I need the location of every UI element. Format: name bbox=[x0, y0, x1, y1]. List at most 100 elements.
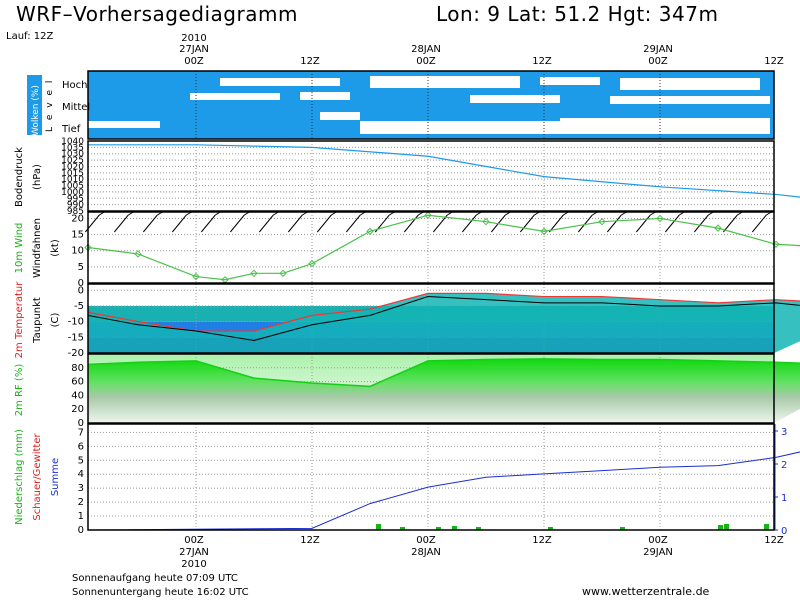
time-label-bottom-4: 12Z bbox=[532, 535, 552, 546]
time-label-bottom-6: 12Z bbox=[764, 535, 784, 546]
wind-point-7 bbox=[366, 227, 374, 236]
time-label-bottom-3: 00Z bbox=[416, 535, 436, 546]
cloud-label-box bbox=[27, 75, 42, 135]
pressure-tick-11: 985 bbox=[67, 207, 84, 217]
precip-tick-3: 3 bbox=[78, 483, 84, 494]
temp-tick-1: -5 bbox=[74, 301, 84, 312]
windfahnen-label: Windfahnen bbox=[32, 218, 43, 278]
precip-bar-9 bbox=[764, 524, 769, 530]
cloud-gap-10 bbox=[360, 121, 560, 134]
pressure-panel-frame bbox=[87, 140, 775, 212]
precip-sum-tick-1: 1 bbox=[781, 493, 787, 504]
clouds-panel-frame bbox=[87, 70, 775, 140]
temp-unit-label: (C) bbox=[50, 313, 61, 328]
cloud-level-mid: Mittel bbox=[62, 102, 90, 113]
wind-barb bbox=[664, 214, 680, 233]
cloud-gap-7 bbox=[610, 96, 770, 104]
pressure-tick-9: 995 bbox=[67, 194, 84, 204]
rh-tick-4: 0 bbox=[78, 418, 84, 429]
date-label-top-2: 28JAN bbox=[411, 44, 441, 55]
rh-panel-frame bbox=[87, 353, 775, 424]
rh-tick-1: 60 bbox=[71, 377, 84, 388]
precip-sum-tick-2: 2 bbox=[781, 460, 787, 471]
time-label-top-5: 00Z bbox=[648, 56, 668, 67]
precip-bar-0 bbox=[376, 524, 381, 530]
rh-area bbox=[88, 358, 800, 423]
cloud-gap-9 bbox=[320, 112, 360, 120]
rh-line bbox=[87, 358, 800, 388]
sunrise-info: Sonnenaufgang heute 07:09 UTC bbox=[72, 573, 238, 584]
temp-tick-2: -10 bbox=[68, 317, 84, 328]
wind-barb bbox=[113, 214, 129, 233]
wind-barb bbox=[345, 214, 361, 233]
dewpoint-axis-label: Taupunkt bbox=[32, 297, 43, 344]
wind-barb bbox=[258, 214, 274, 233]
wind-barb bbox=[751, 214, 767, 233]
time-label-bottom-1: 00Z bbox=[184, 535, 204, 546]
wind-point-13 bbox=[714, 224, 722, 232]
wind-point-11 bbox=[598, 217, 606, 226]
time-label-top-1: 00Z bbox=[184, 56, 204, 67]
run-label: Lauf: 12Z bbox=[6, 31, 54, 42]
year-label-bottom: 2010 bbox=[181, 559, 207, 570]
cloud-gap-1 bbox=[370, 76, 520, 88]
precip-tick-6: 6 bbox=[78, 441, 84, 452]
date-label-top-1: 27JAN bbox=[179, 44, 209, 55]
wind-panel-frame bbox=[87, 211, 775, 284]
precip-tick-2: 2 bbox=[78, 497, 84, 508]
wind-barb bbox=[403, 214, 419, 233]
precip-bar-7 bbox=[718, 525, 723, 530]
wind-barb bbox=[171, 214, 187, 233]
precip-tick-7: 7 bbox=[78, 427, 84, 438]
temperature-area bbox=[88, 293, 800, 353]
temp-tick-4: -20 bbox=[68, 348, 84, 359]
wind-barb bbox=[142, 214, 158, 233]
date-label-bottom-3: 29JAN bbox=[643, 547, 673, 558]
wind-barb bbox=[548, 214, 564, 233]
wind-axis-label: 10m Wind bbox=[14, 223, 25, 274]
precip-sum-tick-0: 0 bbox=[781, 526, 787, 537]
time-label-bottom-5: 00Z bbox=[648, 535, 668, 546]
wind-point-8 bbox=[424, 211, 432, 219]
wind-line bbox=[87, 214, 800, 281]
pressure-line bbox=[88, 144, 800, 198]
precip-bar-1 bbox=[400, 527, 405, 530]
wind-barb bbox=[693, 214, 709, 233]
cloud-gap-8 bbox=[88, 121, 160, 128]
wind-tick-1: 5 bbox=[78, 262, 84, 273]
pressure-tick-10: 990 bbox=[67, 201, 84, 211]
website-label[interactable]: www.wetterzentrale.de bbox=[582, 585, 710, 598]
temperature-line bbox=[87, 292, 800, 332]
pressure-tick-6: 1010 bbox=[61, 175, 84, 185]
precip-axis-label: Niederschlag (mm) bbox=[14, 429, 25, 525]
precip-tick-5: 5 bbox=[78, 455, 84, 466]
date-label-bottom-1: 27JAN bbox=[179, 547, 209, 558]
location-info: Lon: 9 Lat: 51.2 Hgt: 347m bbox=[436, 2, 719, 26]
wind-barb bbox=[606, 214, 622, 233]
pressure-tick-8: 1000 bbox=[61, 188, 84, 198]
wind-tick-0: 0 bbox=[78, 278, 84, 289]
precip-sum-line bbox=[87, 451, 800, 531]
cloud-axis-label: Wolken (%) bbox=[31, 85, 41, 136]
precip-bar-5 bbox=[548, 527, 553, 530]
pressure-unit-label: (hPa) bbox=[32, 164, 43, 190]
precip-bar-4 bbox=[476, 527, 481, 530]
wind-barb bbox=[316, 214, 332, 233]
pressure-tick-2: 1030 bbox=[61, 150, 84, 160]
date-label-top-3: 29JAN bbox=[643, 44, 673, 55]
temp-tick-3: -15 bbox=[68, 332, 84, 343]
precipitation-panel-frame bbox=[87, 423, 775, 531]
wind-barb bbox=[287, 214, 303, 233]
wind-barb bbox=[229, 214, 245, 233]
wind-tick-4: 20 bbox=[71, 213, 84, 224]
cloud-gap-11 bbox=[560, 118, 770, 134]
precip-bar-8 bbox=[724, 524, 729, 530]
rh-axis-label: 2m RF (%) bbox=[14, 364, 25, 417]
wind-point-5 bbox=[279, 269, 287, 278]
cloud-gap-0 bbox=[220, 78, 340, 86]
precip-tick-4: 4 bbox=[78, 469, 84, 480]
temperature-panel-frame bbox=[87, 283, 775, 354]
rh-tick-0: 80 bbox=[71, 363, 84, 374]
wind-tick-2: 10 bbox=[71, 246, 84, 257]
